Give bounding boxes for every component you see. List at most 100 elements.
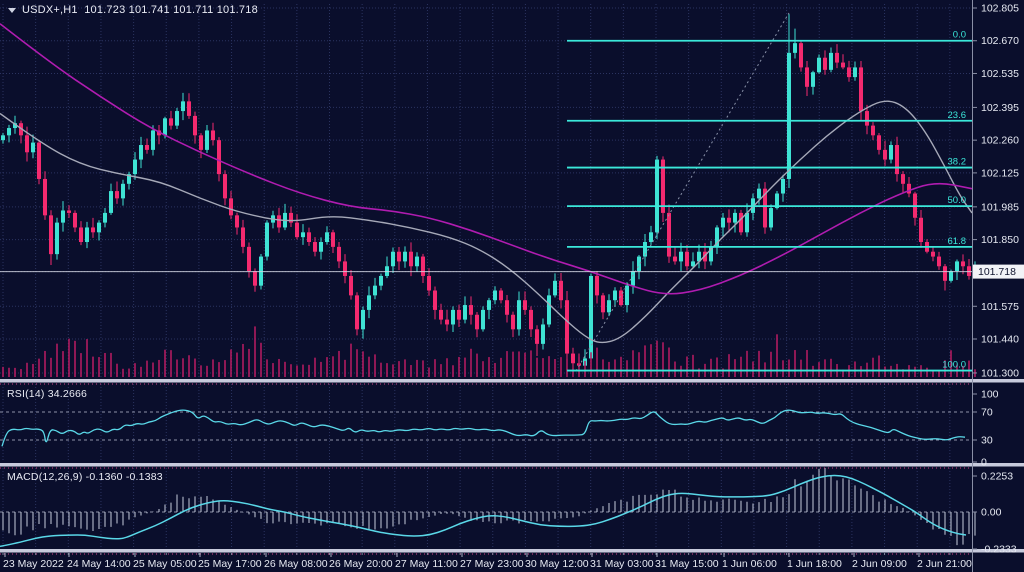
volume-bar: [722, 368, 724, 377]
volume-bar: [746, 350, 748, 377]
candle-down: [559, 280, 563, 301]
macd-main-value: -0.1360: [85, 471, 123, 483]
volume-bar: [830, 358, 832, 377]
time-axis-label: 30 May 12:00: [525, 558, 589, 570]
price-axis-label: 102.805: [981, 3, 1019, 15]
volume-bar: [44, 350, 46, 377]
volume-bar: [518, 351, 520, 377]
time-axis-label: 27 May 23:00: [460, 558, 524, 570]
volume-bar: [356, 349, 358, 377]
candle-down: [841, 62, 845, 68]
candle-down: [25, 135, 29, 153]
candle-up: [361, 309, 365, 330]
volume-bar: [428, 367, 430, 377]
volume-bar: [68, 338, 70, 377]
candle-down: [307, 232, 311, 243]
candle-down: [169, 118, 173, 126]
volume-bar: [854, 361, 856, 377]
volume-bar: [638, 352, 640, 377]
candle-up: [493, 290, 497, 301]
candle-up: [553, 280, 557, 296]
volume-bar: [62, 351, 64, 377]
candle-up: [643, 242, 647, 257]
volume-bar: [20, 369, 22, 377]
volume-bar: [194, 358, 196, 377]
volume-bar: [602, 359, 604, 377]
candle-down: [835, 52, 839, 63]
volume-bar: [710, 358, 712, 377]
volume-bar: [860, 366, 862, 377]
candle-down: [475, 314, 479, 330]
panel-separator[interactable]: [0, 463, 1024, 467]
candle-down: [667, 212, 671, 257]
time-axis-label: 25 May 05:00: [133, 558, 197, 570]
volume-bar: [554, 358, 556, 377]
candle-up: [691, 261, 695, 267]
volume-bar: [296, 365, 298, 377]
volume-bar: [446, 358, 448, 377]
macd-signal-line: [0, 474, 967, 548]
candle-down: [895, 145, 899, 175]
volume-bar: [902, 369, 904, 377]
price-axis-label: 101.440: [981, 334, 1019, 346]
candle-up: [541, 324, 545, 344]
candle-up: [109, 191, 113, 213]
volume-bar: [116, 363, 118, 377]
candle-down: [289, 212, 293, 223]
candle-down: [73, 212, 77, 228]
candle-up: [121, 183, 125, 199]
moving-average-gray: [0, 100, 973, 344]
candle-down: [535, 329, 539, 344]
candle-down: [433, 290, 437, 310]
candle-up: [547, 295, 551, 325]
candle-down: [823, 57, 827, 70]
volume-bar: [248, 348, 250, 377]
volume-bar: [32, 363, 34, 377]
ohlc-close: 101.718: [216, 4, 258, 16]
candle-up: [205, 130, 209, 150]
rsi-axis-label: 70: [981, 407, 993, 419]
candle-up: [97, 222, 101, 233]
candle-down: [427, 275, 431, 291]
price-axis-label: 102.125: [981, 167, 1019, 179]
candle-up: [139, 145, 143, 160]
candle-up: [745, 212, 749, 233]
volume-bar: [686, 356, 688, 377]
candle-down: [727, 217, 731, 223]
symbol-header[interactable]: USDX+,H1 101.723 101.741 101.711 101.718: [6, 4, 258, 16]
volume-bar: [878, 355, 880, 377]
volume-bar: [422, 360, 424, 377]
volume-bar: [392, 364, 394, 377]
volume-bar: [140, 366, 142, 377]
panel-separator[interactable]: [0, 549, 1024, 553]
candle-down: [91, 227, 95, 233]
candle-down: [505, 300, 509, 315]
volume-bar: [242, 343, 244, 377]
volume-bar: [758, 350, 760, 377]
candle-down: [943, 266, 947, 281]
macd-indicator-header: MACD(12,26,9) -0.1360 -0.1383: [7, 471, 163, 483]
fibonacci-label: 50.0: [948, 195, 967, 206]
panel-separator[interactable]: [0, 379, 1024, 383]
candle-down: [799, 43, 803, 68]
time-axis-label: 2 Jun 21:00: [917, 558, 972, 570]
candle-up: [13, 123, 17, 129]
candle-up: [415, 256, 419, 267]
volume-bar: [350, 343, 352, 377]
macd-signal-value: -0.1383: [125, 471, 163, 483]
symbol-dropdown-icon[interactable]: [8, 7, 16, 13]
volume-bar: [674, 361, 676, 377]
fibonacci-label: 61.8: [948, 236, 967, 247]
volume-bar: [926, 367, 928, 377]
candle-up: [655, 159, 659, 233]
volume-bar: [530, 350, 532, 377]
candle-up: [55, 222, 59, 255]
volume-bar: [560, 357, 562, 377]
volume-bar: [824, 359, 826, 377]
time-axis-label: 25 May 17:00: [198, 558, 262, 570]
candle-up: [637, 256, 641, 272]
candle-down: [43, 178, 47, 216]
volume-bar: [506, 351, 508, 377]
volume-bar: [146, 360, 148, 377]
